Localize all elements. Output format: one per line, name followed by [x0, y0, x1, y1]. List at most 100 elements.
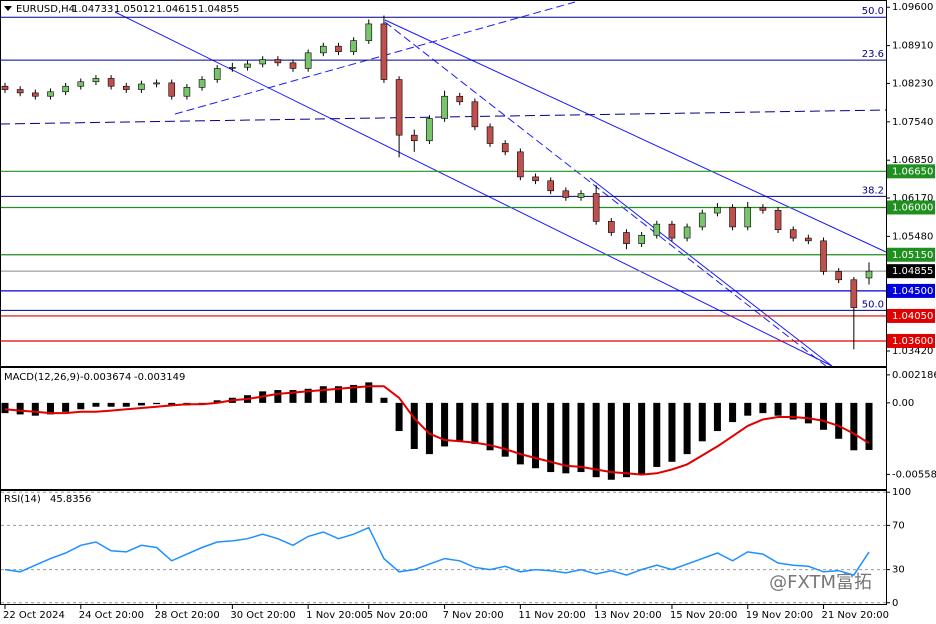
level-label: 1.04050: [892, 311, 933, 322]
macd-bar: [77, 402, 85, 410]
rsi-value: 45.8356: [50, 494, 91, 505]
macd-bar: [638, 402, 646, 475]
y-tick-label: 1.09600: [892, 2, 933, 13]
y-tick-label: 0: [892, 598, 898, 609]
x-tick-label: 19 Nov 20:00: [746, 610, 813, 621]
x-tick-label: 1 Nov 20:00: [306, 610, 367, 621]
x-tick-label: 15 Nov 20:00: [670, 610, 737, 621]
macd-bar: [713, 402, 721, 432]
level-box: [887, 164, 935, 179]
macd-bar: [92, 402, 100, 407]
candle-body: [244, 63, 251, 68]
y-tick-label: 1.08910: [892, 41, 933, 52]
macd-bar: [31, 402, 39, 416]
macd-bar: [425, 402, 433, 455]
y-tick-label: 1.07540: [892, 117, 933, 128]
y-tick-label: 1.08230: [892, 78, 933, 89]
macd-bar: [698, 402, 706, 442]
candle-body: [835, 271, 842, 281]
fib-label: 38.2: [862, 185, 884, 196]
candle-body: [592, 193, 600, 222]
x-tick-label: 22 Oct 2024: [3, 610, 65, 621]
candle-body: [365, 23, 373, 41]
macd-bar: [46, 402, 54, 415]
macd-bar: [274, 390, 282, 403]
fib-label: 50.0: [862, 299, 884, 310]
dashed-line: [384, 21, 827, 367]
level-label: 1.03600: [892, 336, 933, 347]
candle-body: [789, 229, 797, 239]
candle-body: [517, 151, 524, 178]
y-tick-label: 1.05480: [892, 231, 933, 242]
y-tick-label: 0.00: [892, 398, 914, 409]
rsi-label: RSI(14): [4, 494, 41, 505]
y-tick-label: 0.002186: [892, 370, 936, 381]
macd-bar: [562, 402, 570, 474]
candle-body: [653, 223, 661, 236]
candle-body: [183, 87, 191, 97]
level-box: [887, 308, 935, 323]
macd-bar: [16, 402, 24, 415]
candle-body: [107, 78, 115, 87]
macd-bar: [804, 402, 812, 424]
candle-body: [16, 89, 24, 94]
candle-body: [577, 193, 585, 198]
level-box: [887, 283, 935, 298]
candle-body: [683, 226, 691, 239]
fib-label: 23.6: [862, 49, 884, 60]
candle-body: [198, 79, 206, 88]
candle-body: [729, 207, 736, 228]
macd-bar: [107, 402, 115, 407]
ohlc-close: 1.04855: [198, 4, 239, 15]
macd-bar: [622, 402, 630, 478]
candle-body: [562, 190, 570, 198]
candle-body: [274, 59, 282, 64]
y-tick-label: 1.06170: [892, 193, 933, 204]
candle-body: [77, 81, 85, 87]
y-tick-label: -0.005584: [892, 469, 936, 480]
macd-bar: [365, 382, 373, 403]
watermark: @FXTM富拓: [769, 572, 872, 593]
x-tick-label: 11 Nov 20:00: [518, 610, 585, 621]
x-tick-label: 7 Nov 20:00: [443, 610, 504, 621]
candle-body: [138, 83, 145, 90]
macd-bar: [744, 402, 752, 416]
macd-bar: [456, 402, 464, 442]
candle-body: [1, 85, 9, 90]
x-tick-label: 28 Oct 20:00: [155, 610, 220, 621]
candle-body: [259, 59, 266, 65]
macd-bar: [607, 402, 615, 480]
x-tick-label: 21 Nov 20:00: [822, 610, 889, 621]
x-tick-label: 5 Nov 20:00: [367, 610, 428, 621]
candle-body: [714, 207, 721, 214]
level-label: 1.05150: [892, 250, 933, 261]
macd-bar: [683, 402, 691, 455]
level-label: 1.06650: [892, 166, 933, 177]
candle-body: [623, 232, 630, 244]
macd-bar: [835, 402, 843, 439]
macd-bar: [153, 402, 161, 405]
candle-body: [426, 118, 433, 142]
candle-body: [350, 40, 357, 53]
y-tick-label: 1.03420: [892, 346, 933, 357]
candle-body: [32, 92, 39, 97]
candle-body: [92, 78, 100, 83]
candle-body: [441, 95, 448, 119]
dashed-line: [174, 1, 576, 115]
macd-bar: [334, 386, 342, 403]
channel-lower: [114, 11, 833, 367]
macd-bar: [789, 402, 797, 420]
candle-body: [153, 82, 160, 85]
macd-bar: [759, 402, 767, 414]
ohlc-high: 1.05012: [114, 4, 155, 15]
macd-bar: [289, 390, 297, 403]
macd-signal: [4, 385, 870, 476]
macd-bar: [820, 402, 828, 430]
macd-bar: [380, 397, 388, 403]
candle-body: [213, 68, 221, 80]
macd-signal-value: -0.003149: [134, 372, 185, 383]
macd-bar: [547, 402, 555, 473]
macd-bar: [410, 402, 418, 449]
